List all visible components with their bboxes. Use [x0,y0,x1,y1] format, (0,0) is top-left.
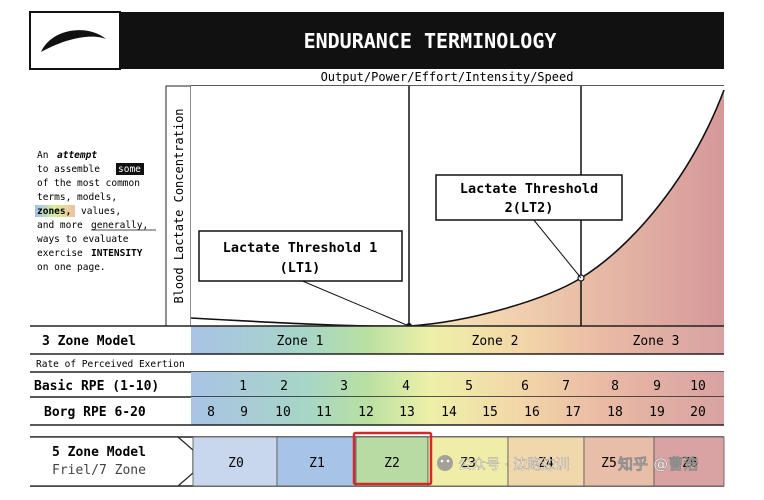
x-axis-label: Output/Power/Effort/Intensity/Speed [321,70,574,84]
lt1-callout-title: Lactate Threshold 1 [223,240,377,256]
three-zone-label: 3 Zone Model [42,334,136,349]
three-zone-2: Zone 2 [472,334,519,349]
lt2-callout-box [435,174,623,221]
lactate-curve [190,89,725,327]
borg-rpe-value: 9 [240,405,248,420]
borg-rpe-band [191,397,724,425]
three-zone-1: Zone 1 [277,334,324,349]
borg-rpe-label: Borg RPE 6-20 [44,405,146,420]
lt1-callout-box [198,230,403,282]
intro-word-intensity: INTENSITY [91,248,143,259]
lt2-callout-title: Lactate Threshold [460,181,598,197]
three-zone-3: Zone 3 [633,334,680,349]
borg-rpe-value: 18 [607,405,623,420]
logo-box [29,11,121,70]
borg-rpe-value: 13 [399,405,415,420]
borg-rpe-value: 17 [565,405,581,420]
five-zone-z3: Z3 [460,456,476,471]
basic-rpe-value: 1 [239,379,247,394]
borg-rpe-value: 11 [316,405,332,420]
five-zone-label: 5 Zone Model [52,445,146,460]
borg-rpe-values: 8 9 10 11 12 13 14 15 16 17 18 19 20 [207,405,706,420]
basic-rpe-label: Basic RPE (1-10) [34,379,159,394]
intro-word-and-more: and more [37,220,83,231]
header-bar [30,12,724,69]
borg-rpe-value: 12 [358,405,374,420]
watermark-right: 知乎 @曹浩 [618,455,698,473]
y-axis-label-box [165,85,192,327]
five-zone-cell-z1 [276,436,357,487]
intro-line-9: on one page. [37,262,106,273]
intro-line-7: ways to evaluate [37,234,129,245]
five-zone-cells [192,436,725,487]
intro-word-to-assemble: to assemble [37,164,100,175]
basic-rpe-value: 10 [690,379,706,394]
wechat-icon-eye [440,459,444,463]
basic-rpe-value: 7 [562,379,570,394]
intro-word-generally: generally, [91,220,148,231]
z2-highlight-box [352,431,433,486]
basic-rpe-values: 1 2 3 4 5 6 7 8 9 10 [239,379,706,394]
lt2-callout-abbr: 2(LT2) [505,200,554,216]
five-zone-labels: Z0 Z1 Z2 Z3 Z4 Z5 Z6 [228,456,698,471]
borg-rpe-value: 8 [207,405,215,420]
intro-line-3: of the most common [37,178,140,189]
intro-word-an: An [37,150,48,161]
five-zone-cell-z4 [507,436,585,487]
borg-rpe-value: 10 [275,405,291,420]
five-zone-cell-z5 [583,436,655,487]
intro-some-highlight [116,163,144,175]
five-zone-z1: Z1 [309,456,325,471]
lt1-callout-abbr: (LT1) [280,260,321,276]
basic-rpe-value: 2 [280,379,288,394]
intro-word-some: some [118,164,141,175]
lt2-leader-line [532,218,582,279]
borg-rpe-value: 14 [441,405,457,420]
five-zone-sublabel: Friel/7 Zone [52,463,146,478]
five-zone-cell-z0 [192,436,278,487]
five-zone-cell-z6 [653,436,725,487]
basic-rpe-value: 4 [402,379,410,394]
basic-rpe-value: 5 [465,379,473,394]
basic-rpe-value: 8 [611,379,619,394]
five-zone-z5: Z5 [601,456,617,471]
intro-word-zones: zones, [37,206,71,217]
three-zone-band [191,326,724,354]
basic-rpe-value: 6 [521,379,529,394]
intro-word-values: values, [81,206,121,217]
borg-rpe-value: 16 [524,405,540,420]
wechat-icon [437,455,453,471]
diagram-title: ENDURANCE TERMINOLOGY [304,29,557,53]
lactate-curve-fill [191,90,724,327]
intro-word-attempt: attempt [57,150,97,161]
five-zone-z6: Z6 [682,456,698,471]
y-axis-label: Blood Lactate Concentration [172,108,186,303]
intro-line-4: terms, models, [37,192,117,203]
lt1-leader-line [299,279,410,327]
basic-rpe-band [191,372,724,397]
basic-rpe-value: 9 [653,379,661,394]
intro-zones-highlight [35,205,75,217]
five-zone-z0: Z0 [228,456,244,471]
intro-word-exercise: exercise [37,248,83,259]
swoosh-logo-icon [41,30,106,52]
five-zone-z2: Z2 [384,456,400,471]
rpe-header: Rate of Perceived Exertion [36,359,185,370]
borg-rpe-value: 20 [690,405,706,420]
borg-rpe-value: 19 [649,405,665,420]
wechat-icon-eye [446,459,450,463]
basic-rpe-value: 3 [340,379,348,394]
intro-text: An attempt to assemble some of the most … [35,150,156,273]
borg-rpe-value: 15 [482,405,498,420]
five-zone-z4: Z4 [538,456,554,471]
watermark: 公众号 · 边跑边训 知乎 @曹浩 [437,455,698,473]
watermark-left: 公众号 · 边跑边训 [458,457,569,473]
